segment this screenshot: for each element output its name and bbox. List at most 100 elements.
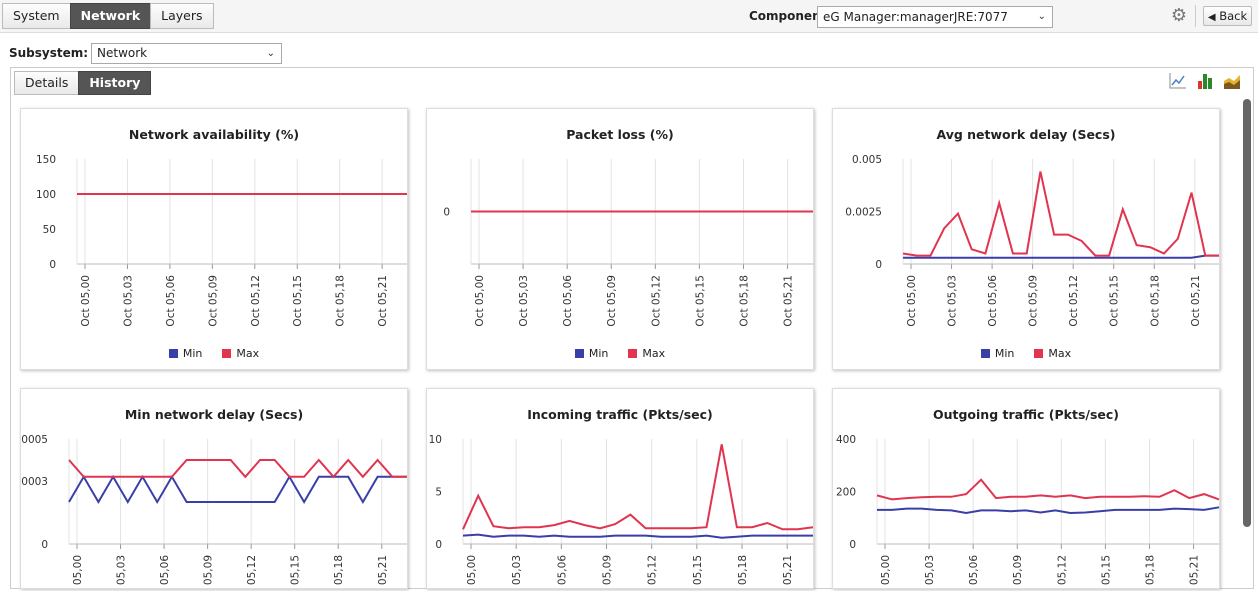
chart-legend: Min Max [833,347,1219,360]
x-tick-label: 05,18 [1144,555,1156,585]
series-line-min [903,254,1219,259]
chart-legend: Min Max [21,347,407,360]
x-tick-label: Oct 05,12 [650,275,662,327]
x-tick-label: Oct 05,03 [122,275,134,327]
x-tick-label: 05,03 [511,555,523,585]
legend-item-max[interactable]: Max [222,347,259,360]
x-tick-label: 05,12 [647,555,659,585]
back-button[interactable]: ◀ Back [1203,6,1252,26]
legend-swatch [980,349,990,358]
x-tick-label: 05,18 [737,555,749,585]
series-line-max [902,171,1219,257]
x-tick-label: Oct 05,15 [694,275,706,327]
chart-view-icons [1169,72,1241,90]
x-tick-label: 05,00 [880,555,892,585]
x-tick-label: 05,12 [1056,555,1068,585]
line-chart-icon[interactable] [1169,72,1187,90]
legend-item-min[interactable]: Min [574,347,609,360]
bar-chart-icon[interactable] [1196,72,1214,90]
x-tick-label: 05,18 [333,555,345,585]
series-line-max [876,478,1220,501]
toolbar-divider [1195,5,1196,27]
x-tick-label: Oct 05,18 [1149,275,1161,327]
area-chart-icon[interactable] [1223,72,1241,90]
view-tabs: System Network Layers [2,3,214,29]
x-tick-label: 05,21 [1189,555,1201,585]
series-line-min [462,533,813,539]
legend-item-max[interactable]: Max [1034,347,1071,360]
chart-svg: 05,00 05,03 05,06 05,09 05,12 05,15 05,18 05,21… [429,434,814,585]
legend-swatch [628,349,638,358]
tab-system[interactable]: System [2,3,71,29]
x-tick-label: Oct 05,18 [738,275,750,327]
x-tick-label: Oct 05,09 [606,275,618,327]
component-select[interactable]: eG Manager:managerJRE:7077 ⌄ [817,6,1053,28]
legend-item-max[interactable]: Max [628,347,665,360]
chevron-down-icon: ⌄ [1037,11,1046,22]
x-tick-label: Oct 05,15 [292,275,304,327]
y-tick-label: 0.0005 [21,434,48,446]
x-tick-label: Oct 05,03 [518,275,530,327]
series-line-max [462,444,814,531]
chart-title: Min network delay (Secs) [124,407,304,422]
tab-network[interactable]: Network [69,3,152,29]
y-tick-label: 0.005 [852,154,882,166]
legend-label: Min [994,347,1015,360]
series-line-max [68,458,407,479]
x-tick-label: Oct 05,09 [207,275,219,327]
x-tick-label: 05,15 [1100,555,1112,585]
x-tick-label: 05,09 [203,555,215,585]
x-tick-label: 05,09 [1012,555,1024,585]
top-toolbar: System Network Layers Component eG Manag… [0,0,1258,33]
legend-swatch [574,349,584,358]
x-tick-label: 05,06 [159,555,171,585]
chart-legend: Min Max [427,347,813,360]
x-tick-label: 05,21 [377,555,389,585]
x-tick-label: Oct 05,00 [474,275,486,327]
x-tick-label: 05,15 [290,555,302,585]
component-label: Component [749,9,827,23]
x-tick-label: 05,03 [116,555,128,585]
chart-card: Min network delay (Secs) 05,00 05,03 05,06 0… [20,388,408,589]
tab-history[interactable]: History [78,71,152,95]
legend-label: Max [642,347,666,360]
chevron-down-icon: ⌄ [266,48,275,59]
tab-details[interactable]: Details [14,71,80,95]
legend-label: Max [236,347,260,360]
y-tick-label: 0 [875,259,882,271]
panel-tabs: Details History [14,71,152,95]
x-tick-label: 05,00 [72,555,84,585]
legend-label: Min [588,347,609,360]
x-tick-label: 05,03 [924,555,936,585]
tab-layers[interactable]: Layers [150,3,214,29]
settings-gear-icon[interactable]: ⚙ [1170,5,1188,26]
x-tick-label: Oct 05,18 [335,275,347,327]
y-tick-label: 0 [443,207,450,219]
series-line-min [877,506,1220,515]
x-tick-label: Oct 05,00 [80,275,92,327]
subsystem-select[interactable]: Network ⌄ [91,43,282,64]
x-tick-label: Oct 05,21 [377,275,389,327]
y-tick-label: 0.0025 [845,207,882,219]
legend-item-min[interactable]: Min [980,347,1015,360]
y-tick-label: 0 [435,539,442,551]
x-tick-label: Oct 05,21 [783,275,795,327]
subsystem-label: Subsystem: [9,46,89,60]
y-tick-label: 150 [36,154,56,166]
legend-label: Min [182,347,203,360]
component-select-value: eG Manager:managerJRE:7077 [823,10,1008,24]
x-tick-label: Oct 05,06 [987,275,999,327]
x-tick-label: Oct 05,12 [1068,275,1080,327]
back-arrow-icon: ◀ [1207,12,1216,23]
y-tick-label: 0.0003 [21,476,48,488]
chart-title: Incoming traffic (Pkts/sec) [527,407,713,422]
x-tick-label: Oct 05,21 [1190,275,1202,327]
chart-card: Packet loss (%) Oct 05,00 Oct 05,03 Oct 05,… [426,108,814,370]
chart-title: Outgoing traffic (Pkts/sec) [932,407,1119,422]
vertical-scrollbar[interactable] [1243,99,1251,527]
legend-item-min[interactable]: Min [168,347,203,360]
y-tick-label: 0 [849,539,856,551]
x-tick-label: Oct 05,03 [947,275,959,327]
x-tick-label: 05,21 [782,555,794,585]
y-tick-label: 200 [836,487,856,499]
